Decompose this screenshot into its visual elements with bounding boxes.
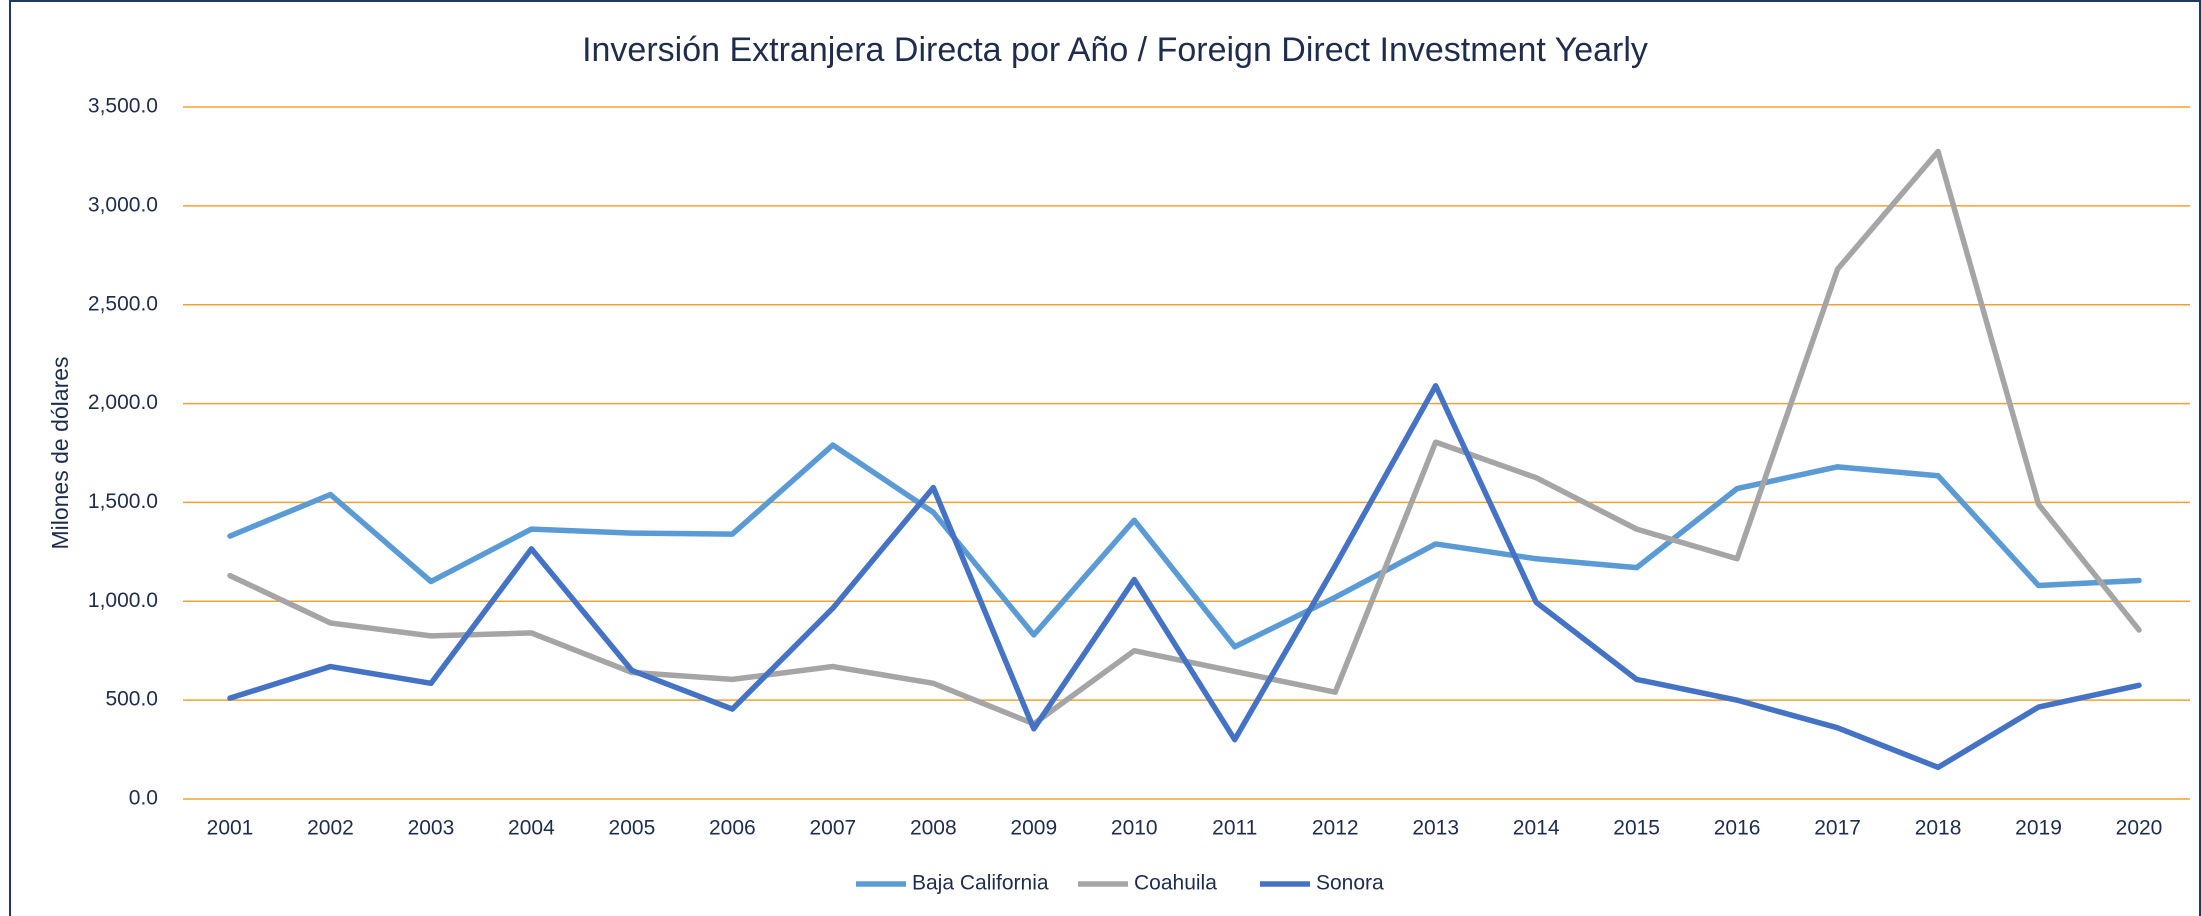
- x-tick-label: 2020: [2116, 817, 2163, 840]
- y-axis-label: Milones de dólares: [47, 356, 73, 549]
- x-tick-label: 2005: [609, 817, 656, 840]
- x-tick-label: 2006: [709, 817, 756, 840]
- y-tick-label: 3,000.0: [88, 193, 158, 216]
- x-tick-label: 2008: [910, 817, 957, 840]
- x-tick-label: 2015: [1613, 817, 1660, 840]
- series-line: [227, 442, 2142, 650]
- x-tick-label: 2003: [408, 817, 455, 840]
- y-tick-label: 1,500.0: [88, 490, 158, 513]
- x-tick-label: 2018: [1915, 817, 1962, 840]
- x-tick-label: 2001: [207, 817, 254, 840]
- x-tick-label: 2012: [1312, 817, 1359, 840]
- x-tick-label: 2017: [1814, 817, 1861, 840]
- x-tick-label: 2007: [809, 817, 856, 840]
- series-line: [227, 383, 2142, 771]
- y-tick-label: 0.0: [129, 787, 158, 810]
- x-tick-label: 2009: [1010, 817, 1057, 840]
- x-tick-label: 2004: [508, 817, 555, 840]
- y-tick-label: 2,000.0: [88, 391, 158, 414]
- x-tick-label: 2019: [2015, 817, 2062, 840]
- x-tick-label: 2016: [1714, 817, 1761, 840]
- chart-title: Inversión Extranjera Directa por Año / F…: [582, 31, 1648, 69]
- y-tick-label: 3,500.0: [88, 95, 158, 118]
- legend-label: Coahuila: [1134, 872, 1217, 895]
- y-tick-label: 2,500.0: [88, 292, 158, 315]
- x-tick-label: 2011: [1212, 817, 1257, 840]
- x-tick-label: 2014: [1513, 817, 1560, 840]
- y-tick-label: 1,000.0: [88, 589, 158, 612]
- x-tick-label: 2010: [1111, 817, 1158, 840]
- legend-label: Baja California: [912, 872, 1049, 895]
- legend-label: Sonora: [1316, 872, 1384, 895]
- series-line: [227, 148, 2142, 727]
- x-tick-label: 2013: [1412, 817, 1459, 840]
- chart-border: [9, 0, 2201, 916]
- y-tick-label: 500.0: [105, 688, 158, 711]
- x-tick-label: 2002: [307, 817, 354, 840]
